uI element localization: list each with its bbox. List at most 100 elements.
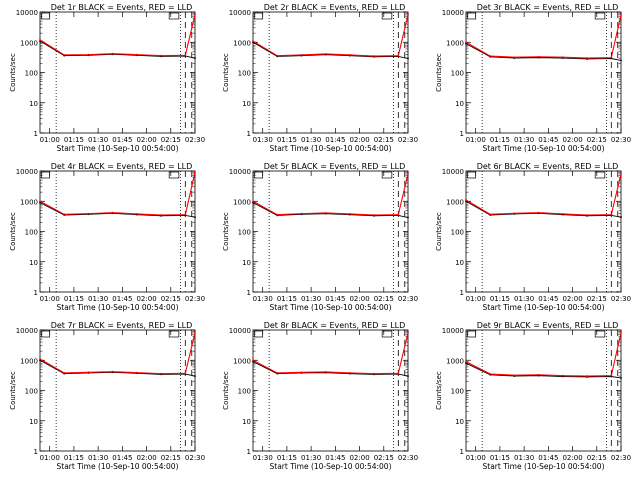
data-point-lld	[194, 332, 196, 334]
x-tick-label: 01:30	[514, 454, 534, 462]
y-tick-label: 1	[34, 130, 38, 138]
x-axis-label: Start Time (10-Sep-10 00:54:00)	[483, 462, 605, 471]
y-tick-label: 10	[455, 418, 464, 426]
data-point-lld	[324, 212, 327, 214]
top-marker-box	[381, 12, 393, 20]
x-tick-label: 02:30	[398, 454, 418, 462]
data-point-lld	[135, 371, 138, 374]
detector-panel-3: Det 3r BLACK = Events, RED = LLD 1 10 100 10…	[435, 3, 631, 153]
data-point-lld	[620, 173, 622, 175]
x-axis-label: Start Time (10-Sep-10 00:54:00)	[270, 144, 392, 153]
y-tick-label: 10000	[442, 168, 464, 176]
x-tick-label: 02:00	[349, 136, 369, 144]
series-line-lld	[39, 332, 196, 375]
data-point-lld	[586, 214, 588, 216]
x-axis-label: Start Time (10-Sep-10 00:54:00)	[270, 303, 392, 312]
x-tick-label: 01:00	[40, 295, 60, 303]
x-tick-label: 01:45	[112, 295, 132, 303]
x-tick-label: 01:15	[490, 136, 510, 144]
data-point-lld	[160, 372, 162, 375]
series-line-events	[465, 362, 622, 379]
top-marker-box	[41, 12, 51, 20]
x-tick-label: 01:15	[490, 454, 510, 462]
data-point-lld	[87, 371, 90, 374]
y-tick-label: 1	[247, 448, 251, 456]
x-tick-label: 02:00	[349, 295, 369, 303]
x-tick-label: 02:15	[161, 295, 181, 303]
x-tick-label: 02:00	[562, 454, 582, 462]
y-axis-label: Counts/sec	[435, 371, 443, 410]
x-tick-label: 01:00	[40, 136, 60, 144]
panel-title: Det 6r BLACK = Events, RED = LLD	[477, 162, 619, 171]
x-tick-label: 02:15	[374, 454, 394, 462]
data-point-lld	[537, 55, 540, 58]
data-point-events	[194, 57, 196, 59]
detector-panel-9: Det 9r BLACK = Events, RED = LLD 1 10 100 10…	[435, 321, 631, 471]
y-axis-label: Counts/sec	[435, 53, 443, 92]
y-tick-label: 1000	[233, 198, 251, 206]
x-tick-label: 01:45	[325, 454, 345, 462]
top-marker-box	[467, 330, 477, 338]
data-point-lld	[373, 55, 375, 57]
data-point-lld	[610, 56, 613, 59]
y-tick-label: 1	[460, 289, 464, 297]
panel-title: Det 1r BLACK = Events, RED = LLD	[51, 3, 193, 12]
x-tick-label: 02:15	[374, 295, 394, 303]
y-tick-label: 1	[460, 448, 464, 456]
top-marker-box	[168, 171, 180, 179]
panel-title: Det 2r BLACK = Events, RED = LLD	[264, 3, 406, 12]
top-marker-box	[381, 171, 393, 179]
plot-frame	[39, 329, 196, 452]
x-tick-label: 02:00	[136, 136, 156, 144]
x-tick-label: 02:15	[161, 136, 181, 144]
panel-title: Det 5r BLACK = Events, RED = LLD	[264, 162, 406, 171]
x-tick-label: 01:30	[88, 136, 108, 144]
data-point-lld	[397, 54, 400, 57]
data-point-events	[252, 201, 254, 204]
data-point-lld	[537, 373, 540, 376]
series-line-lld	[465, 14, 622, 59]
x-tick-label: 02:30	[398, 295, 418, 303]
y-axis-label: Counts/sec	[435, 212, 443, 251]
data-point-lld	[610, 374, 613, 377]
x-tick-label: 01:15	[277, 454, 297, 462]
data-point-lld	[561, 213, 564, 215]
data-point-events	[407, 216, 409, 219]
x-tick-label: 01:45	[325, 136, 345, 144]
y-axis-label: Counts/sec	[9, 53, 17, 92]
data-point-lld	[194, 14, 196, 16]
top-marker-box	[467, 171, 477, 179]
x-tick-label: 01:45	[112, 454, 132, 462]
x-tick-label: 02:30	[611, 454, 631, 462]
data-point-lld	[620, 332, 622, 334]
x-axis-label: Start Time (10-Sep-10 00:54:00)	[483, 144, 605, 153]
x-tick-label: 01:45	[538, 295, 558, 303]
series-line-events	[39, 202, 196, 218]
data-point-lld	[252, 359, 254, 362]
y-tick-label: 1000	[20, 198, 38, 206]
y-tick-label: 1	[247, 130, 251, 138]
data-point-lld	[160, 54, 162, 57]
x-tick-label: 02:30	[611, 295, 631, 303]
series-line-events	[252, 361, 409, 377]
x-tick-label: 01:30	[301, 295, 321, 303]
series-line-lld	[39, 14, 196, 57]
data-point-lld	[160, 214, 162, 216]
series-line-events	[252, 41, 409, 59]
x-tick-label: 01:45	[538, 454, 558, 462]
plot-frame	[465, 329, 622, 452]
plot-frame	[465, 11, 622, 134]
data-point-lld	[87, 53, 90, 56]
x-tick-label: 01:45	[112, 136, 132, 144]
y-tick-label: 100	[25, 70, 38, 78]
x-tick-label: 02:00	[562, 136, 582, 144]
data-point-lld	[348, 372, 351, 374]
y-tick-label: 10	[242, 418, 251, 426]
data-point-lld	[184, 54, 187, 57]
y-tick-label: 10	[29, 259, 38, 267]
x-tick-label: 02:00	[136, 454, 156, 462]
y-tick-label: 1	[34, 289, 38, 297]
data-point-lld	[489, 373, 492, 375]
data-point-lld	[324, 53, 327, 55]
y-tick-label: 100	[25, 388, 38, 396]
